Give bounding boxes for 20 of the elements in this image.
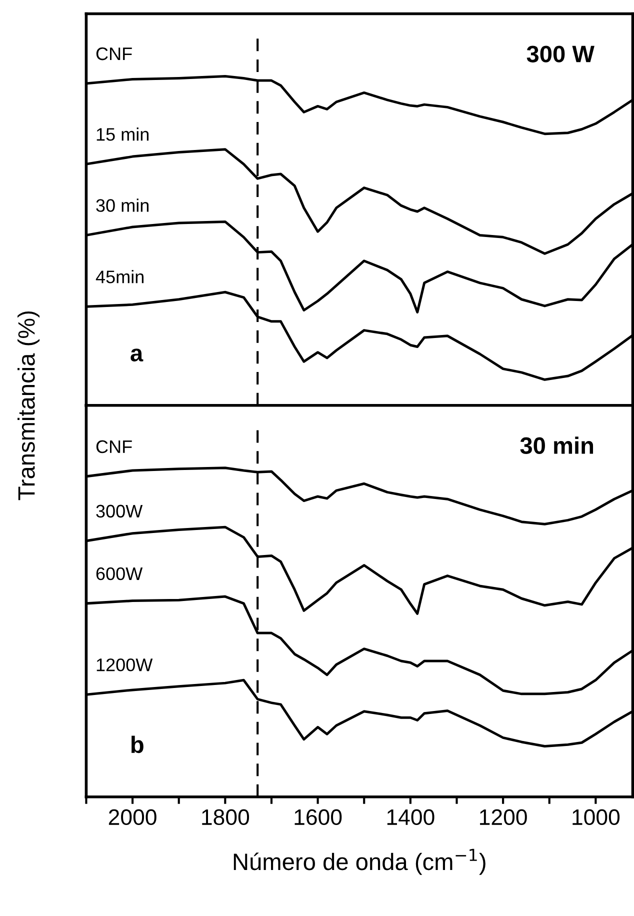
series-label: 45min	[96, 270, 144, 284]
annotation: b	[132, 736, 144, 754]
x-tick-label: 2000	[108, 809, 156, 826]
series-label: 300W	[96, 504, 143, 518]
series-label: CNF	[96, 440, 132, 454]
text: 30 min	[520, 436, 594, 454]
x-tick-label: 1600	[294, 809, 342, 826]
x-tick-label: 1800	[202, 809, 250, 826]
text: 300 W	[526, 46, 594, 62]
series-label: CNF	[96, 47, 132, 60]
annotation: a	[130, 348, 144, 362]
y-axis-title: Transmitancia (%)	[18, 311, 40, 500]
series-label: 15 min	[96, 128, 149, 141]
x-tick-label: 1000	[572, 809, 620, 826]
series-label: 30 min	[96, 198, 149, 212]
series-label: 600W	[96, 567, 143, 580]
x-tick-label: 1200	[480, 809, 527, 826]
x-tick-label: 1400	[387, 809, 434, 826]
series-label: 1200W	[96, 658, 153, 672]
x-axis-title: Número de onda (cm$^{−1}$)	[234, 848, 486, 875]
